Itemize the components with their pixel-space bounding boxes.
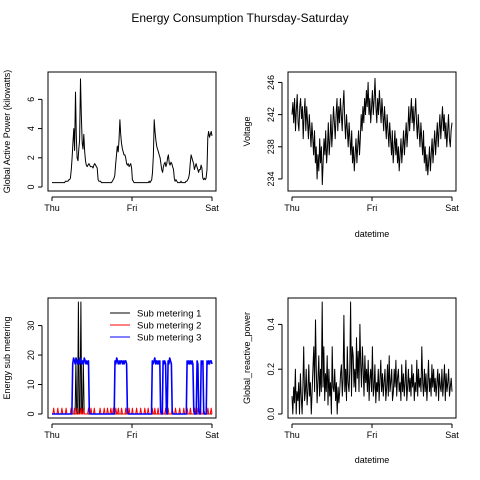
chart-p1: Thu Fri Sat 0 2 4 6 Global Active Power (kilowa…: [2, 70, 219, 213]
x-tick-label: Fri: [367, 203, 378, 213]
plot-frame: [287, 297, 457, 419]
x-tick-label: Thu: [44, 203, 60, 213]
x-tick-label: Fri: [367, 430, 378, 440]
x-tick-label: Fri: [127, 203, 138, 213]
y-tick-label: 0.0: [266, 408, 276, 421]
y-tick-label: 0.4: [266, 318, 276, 331]
y-tick-label: 20: [26, 350, 36, 360]
y-tick-label: 242: [266, 107, 276, 122]
x-tick-label: Sat: [205, 203, 219, 213]
y-tick-label: 4: [26, 126, 36, 131]
x-tick-label: Sat: [205, 430, 219, 440]
x-tick-label: Thu: [44, 430, 60, 440]
y-tick-label: 0.2: [266, 363, 276, 376]
x-tick-label: Fri: [127, 430, 138, 440]
x-tick-label: Sat: [445, 203, 459, 213]
y-tick-label: 0: [26, 184, 36, 189]
x-axis-label: datetime: [355, 455, 390, 465]
y-tick-label: 2: [26, 155, 36, 160]
legend-label: Sub metering 3: [137, 333, 201, 344]
plot-frame: [47, 71, 217, 192]
y-tick-label: 6: [26, 97, 36, 102]
y-tick-label: 0: [26, 411, 36, 416]
x-axis-label: datetime: [355, 229, 390, 239]
series-line-0: [291, 77, 453, 186]
series-line-sub-metering-3: [51, 357, 213, 415]
y-tick-label: 238: [266, 139, 276, 154]
series-line-0: [291, 301, 453, 415]
y-tick-label: 10: [26, 380, 36, 390]
chart-p4: Thu Fri Sat 0.0 0.2 0.4 Global_reactive_powerd…: [242, 297, 459, 465]
y-axis-label: Voltage: [242, 116, 252, 146]
series-line-0: [52, 78, 213, 184]
chart-p2: Thu Fri Sat 234 238 242 246 Voltage datetime: [242, 71, 459, 239]
figure-title: Energy Consumption Thursday-Saturday: [131, 11, 348, 25]
x-tick-label: Thu: [284, 203, 300, 213]
series-line-sub-metering-2: [52, 407, 213, 415]
plot-frame: [287, 71, 457, 192]
y-tick-label: 246: [266, 75, 276, 90]
legend-label: Sub metering 2: [137, 321, 201, 332]
x-tick-label: Thu: [284, 430, 300, 440]
y-axis-label: Global Active Power (kilowatts): [2, 70, 12, 194]
y-axis-label: Energy sub metering: [2, 316, 12, 399]
y-axis-label: Global_reactive_power: [242, 312, 252, 404]
chart-p3: Thu Fri Sat 0 10 20 30 Energy sub metering Sub m…: [2, 297, 219, 440]
legend-label: Sub metering 1: [137, 309, 201, 320]
x-tick-label: Sat: [445, 430, 459, 440]
y-tick-label: 234: [266, 171, 276, 186]
plot-frame: [47, 297, 217, 419]
y-tick-label: 30: [26, 321, 36, 331]
